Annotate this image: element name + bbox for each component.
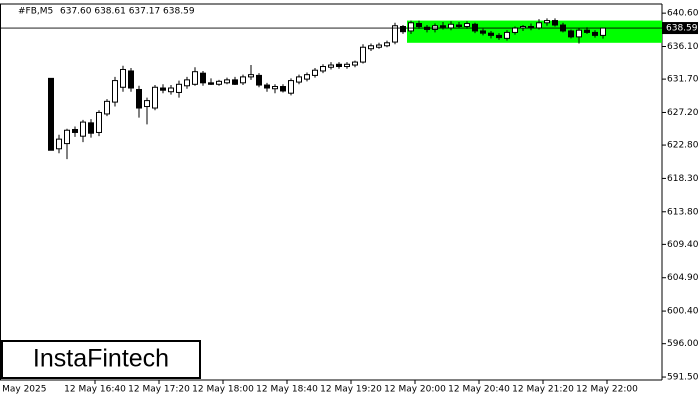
candle-body [200, 72, 206, 84]
candle-body [496, 34, 502, 39]
candle-body [448, 23, 454, 29]
watermark: InstaFintech [1, 340, 201, 379]
candle-body [568, 30, 574, 38]
candle-body [512, 27, 518, 33]
x-tick-label: 12 May 20:00 [384, 385, 446, 395]
candle-body [136, 88, 142, 109]
candle-body [232, 79, 238, 85]
candle-body [120, 68, 126, 88]
candle-body [408, 22, 414, 32]
x-tick-label: 12 May 18:40 [256, 385, 318, 395]
candle-body [64, 129, 70, 145]
y-tick-label: 591.50 [667, 373, 699, 383]
candle-body [480, 30, 486, 34]
symbol: #FB,M5 [18, 7, 53, 17]
candle-body [128, 70, 134, 89]
candle-body [160, 87, 166, 91]
candle-body [264, 84, 270, 89]
candle-body [592, 31, 598, 36]
candle-body [312, 69, 318, 76]
candle-body [472, 23, 478, 32]
y-tick-label: 613.80 [667, 207, 699, 217]
x-tick-label: 12 May 20:40 [448, 385, 510, 395]
candle-body [88, 122, 94, 134]
x-tick-label: 12 May 21:20 [512, 385, 574, 395]
y-tick-label: 627.20 [667, 108, 699, 118]
y-tick-label: 640.60 [667, 9, 699, 19]
candle-body [376, 44, 382, 48]
candle-body [536, 22, 542, 29]
zone [407, 20, 662, 43]
x-tick-label: 12 May 16:40 [64, 385, 126, 395]
candle-body [432, 25, 438, 30]
candle-body [392, 25, 398, 43]
candle-body [80, 121, 86, 137]
candle-body [240, 76, 246, 84]
candle-body [544, 20, 550, 24]
y-tick-label: 609.40 [667, 240, 699, 250]
y-tick-label: 622.80 [667, 141, 699, 151]
candle-body [216, 80, 222, 85]
ohlc-text: 637.60 638.61 637.17 638.59 [60, 7, 195, 17]
watermark-text: InstaFintech [33, 345, 169, 373]
candle-body [440, 25, 446, 28]
watermark-box [1, 340, 201, 379]
candle-body [280, 86, 286, 92]
candle-body [504, 31, 510, 39]
candle-body [328, 64, 334, 68]
candle-body [576, 29, 582, 38]
candle-body [104, 100, 110, 115]
candle-body [224, 79, 230, 84]
y-tick-label: 618.30 [667, 174, 699, 184]
candle-body [48, 77, 54, 151]
candle-body [320, 66, 326, 72]
y-tick-label: 631.70 [667, 75, 699, 85]
x-tick-label: 12 May 22:00 [576, 385, 638, 395]
candle-body [72, 129, 78, 133]
y-tick-label: 604.90 [667, 273, 699, 283]
candle-body [584, 29, 590, 33]
candle-body [288, 80, 294, 94]
candle-body [304, 74, 310, 80]
candle-body [488, 32, 494, 36]
y-tick-label: 600.40 [667, 307, 699, 317]
candle-body [96, 111, 102, 133]
candle-body [192, 71, 198, 85]
candle-body [344, 63, 350, 68]
candle-body [384, 42, 390, 47]
price-label: 638.59 [666, 24, 698, 34]
candle-body [56, 138, 62, 150]
candle-body [456, 24, 462, 27]
candle-body [256, 74, 262, 86]
candle-body [368, 45, 374, 50]
candle-body [400, 25, 406, 33]
candle-body [360, 46, 366, 63]
candle-body [416, 23, 422, 27]
y-tick-label: 636.10 [667, 42, 699, 52]
x-tick-label: 12 May 19:20 [320, 385, 382, 395]
x-tick-label: 12 May 18:00 [192, 385, 254, 395]
candle-body [336, 63, 342, 68]
candle-body [464, 23, 470, 27]
x-tick-label: 12 May 17:20 [128, 385, 190, 395]
candle-body [144, 100, 150, 108]
candle-body [168, 87, 174, 93]
candle-body [552, 20, 558, 26]
candle-body [208, 82, 214, 85]
candle-body [152, 86, 158, 109]
candle-body [272, 86, 278, 90]
y-tick-label: 596.00 [667, 339, 699, 349]
candle-body [112, 80, 118, 103]
candle-body [184, 79, 190, 87]
candle-body [352, 61, 358, 66]
candle-body [296, 76, 302, 83]
price-label-box [662, 22, 698, 35]
candle-body [176, 83, 182, 93]
candle-body [248, 74, 254, 78]
x-start-label: 9 May 2025 [0, 385, 46, 395]
candle-body [600, 27, 606, 36]
